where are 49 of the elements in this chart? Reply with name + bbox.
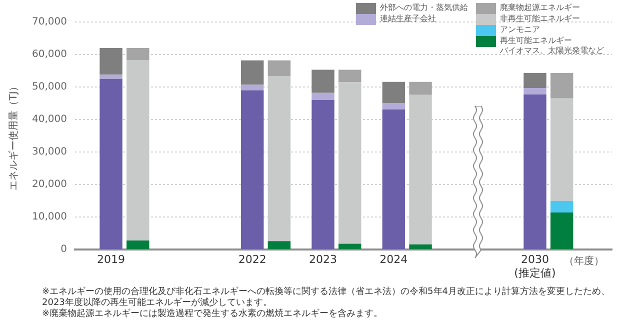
y-tick-label: 40,000 — [32, 114, 67, 126]
x-tick-label: 2019 — [97, 253, 126, 266]
bar — [312, 92, 334, 100]
bar — [382, 82, 406, 103]
bar — [126, 240, 150, 250]
bar — [312, 100, 334, 250]
y-tick-label: 70,000 — [32, 16, 67, 28]
text: ※エネルギーの使用の合理化及び非化石エネルギーへの転換等に関する法律（省エネ法）の令和5年4月改正により計算方法を変更したため、 2023年度以降の再生可能エネルギーが減少しています。 — [42, 287, 610, 308]
bar — [524, 73, 546, 88]
bar — [550, 73, 574, 98]
bar — [338, 70, 362, 82]
bar — [382, 109, 406, 250]
bar — [126, 48, 150, 60]
legend-label: 外部への電力・蒸気供給 — [379, 3, 469, 13]
bar — [268, 60, 291, 76]
bar — [100, 48, 122, 75]
text: ※廃棄物起源エネルギーには製造過程で発生する水素の燃焼エネルギーを含みます。 — [42, 309, 384, 320]
x-tick-label: 2030 (推定値) — [514, 253, 556, 280]
y-tick-label: 50,000 — [32, 82, 67, 93]
y-tick-label: 30,000 — [32, 146, 67, 158]
x-tick-label: 2023 — [309, 253, 338, 266]
bar — [524, 88, 546, 95]
y-axis-title: エネルギー使用量（TJ） — [8, 81, 20, 190]
bar — [312, 70, 334, 93]
legend-label: アンモニア — [499, 25, 541, 35]
bar — [240, 84, 264, 90]
bar — [240, 90, 264, 250]
bar — [550, 200, 574, 213]
bar — [524, 94, 546, 250]
y-tick-label: 20,000 — [32, 179, 67, 190]
x-tick-label: 2024 — [380, 253, 408, 266]
legend-label: 連結生産子会社 — [379, 14, 437, 24]
bar — [100, 74, 122, 79]
x-tick-label: 2022 — [238, 253, 266, 266]
bar — [240, 60, 264, 85]
bar — [268, 241, 291, 250]
bar — [550, 212, 574, 250]
x-axis-title: （年度） — [564, 254, 604, 268]
y-tick-label: 0 — [60, 244, 67, 256]
legend-label: 廃棄物起源エネルギー — [499, 3, 581, 13]
y-tick-label: 60,000 — [32, 49, 67, 60]
bar — [382, 102, 406, 110]
legend-label: 再生可能エネルギーバイオマス、太陽光発電など — [499, 36, 605, 56]
legend-label: 非再生可能エネルギー — [499, 14, 581, 24]
bar — [100, 78, 122, 250]
bar — [409, 244, 432, 250]
bar — [409, 82, 432, 95]
bar — [338, 244, 362, 250]
y-tick-label: 10,000 — [32, 212, 67, 223]
